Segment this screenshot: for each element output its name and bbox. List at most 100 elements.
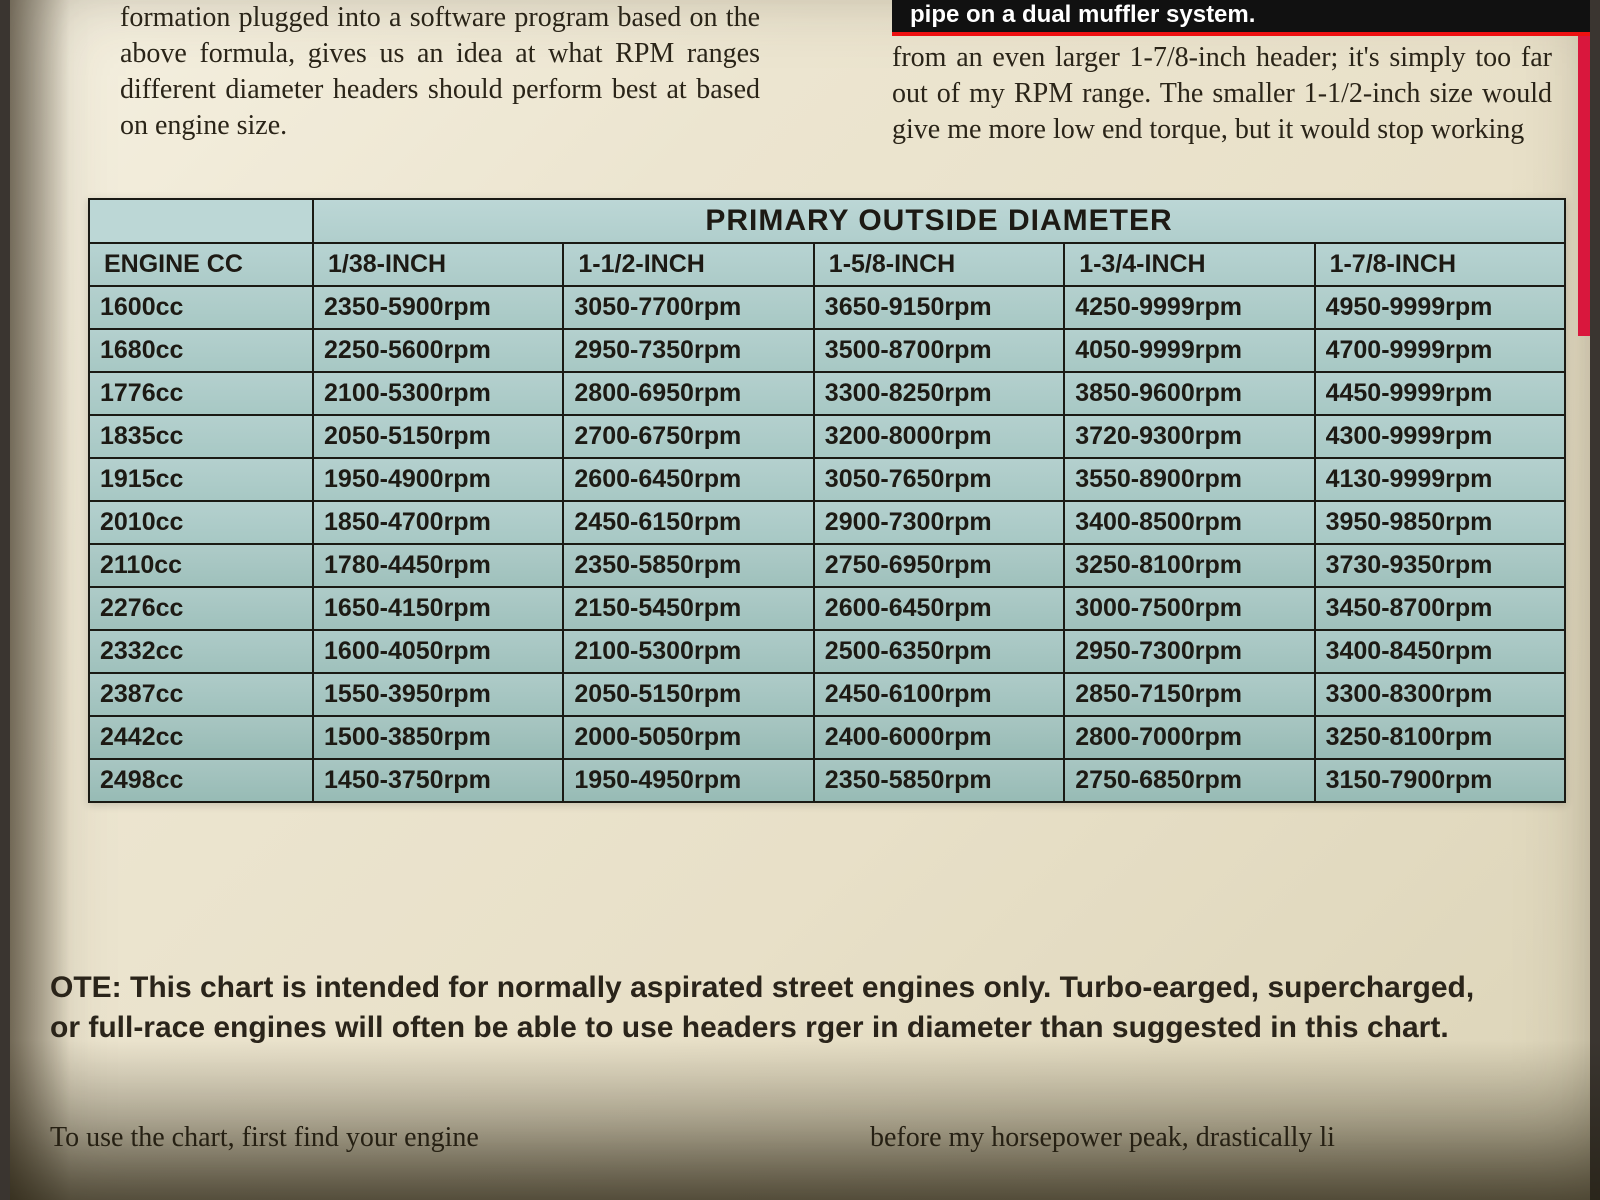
engine-cc-cell: 1680cc: [89, 329, 313, 372]
rpm-cell: 3000-7500rpm: [1064, 587, 1314, 630]
rpm-cell: 4700-9999rpm: [1315, 329, 1565, 372]
rpm-cell: 1500-3850rpm: [313, 716, 563, 759]
engine-cc-cell: 1600cc: [89, 286, 313, 329]
table-row: 2010cc1850-4700rpm2450-6150rpm2900-7300r…: [89, 501, 1565, 544]
rpm-cell: 3400-8500rpm: [1064, 501, 1314, 544]
col-header: 1-7/8-INCH: [1315, 243, 1565, 286]
rpm-cell: 3300-8300rpm: [1315, 673, 1565, 716]
rpm-cell: 2600-6450rpm: [563, 458, 813, 501]
rpm-cell: 3250-8100rpm: [1064, 544, 1314, 587]
table-row: 1776cc2100-5300rpm2800-6950rpm3300-8250r…: [89, 372, 1565, 415]
table-row: 1915cc1950-4900rpm2600-6450rpm3050-7650r…: [89, 458, 1565, 501]
rpm-cell: 1950-4950rpm: [563, 759, 813, 802]
rpm-cell: 2450-6100rpm: [814, 673, 1064, 716]
col-header: 1/38-INCH: [313, 243, 563, 286]
rpm-cell: 1650-4150rpm: [313, 587, 563, 630]
rpm-cell: 1950-4900rpm: [313, 458, 563, 501]
rpm-cell: 4130-9999rpm: [1315, 458, 1565, 501]
body-paragraph-left: formation plugged into a software progra…: [120, 0, 760, 144]
rpm-cell: 4450-9999rpm: [1315, 372, 1565, 415]
rpm-cell: 3730-9350rpm: [1315, 544, 1565, 587]
engine-cc-cell: 2332cc: [89, 630, 313, 673]
engine-cc-cell: 1835cc: [89, 415, 313, 458]
table-corner-label: ENGINE CC: [89, 243, 313, 286]
rpm-cell: 3720-9300rpm: [1064, 415, 1314, 458]
col-header: 1-5/8-INCH: [814, 243, 1064, 286]
rpm-cell: 2800-7000rpm: [1064, 716, 1314, 759]
rpm-cell: 2050-5150rpm: [563, 673, 813, 716]
table-row: 1680cc2250-5600rpm2950-7350rpm3500-8700r…: [89, 329, 1565, 372]
rpm-cell: 2950-7300rpm: [1064, 630, 1314, 673]
rpm-cell: 3950-9850rpm: [1315, 501, 1565, 544]
rpm-cell: 2750-6950rpm: [814, 544, 1064, 587]
rpm-cell: 3400-8450rpm: [1315, 630, 1565, 673]
body-tail-right: before my horsepower peak, drastically l…: [870, 1120, 1560, 1156]
rpm-cell: 2100-5300rpm: [313, 372, 563, 415]
rpm-cell: 2400-6000rpm: [814, 716, 1064, 759]
body-tail-left: To use the chart, first find your engine: [50, 1120, 710, 1156]
table-row: 2442cc1500-3850rpm2000-5050rpm2400-6000r…: [89, 716, 1565, 759]
rpm-cell: 1850-4700rpm: [313, 501, 563, 544]
table-row: 2276cc1650-4150rpm2150-5450rpm2600-6450r…: [89, 587, 1565, 630]
rpm-cell: 2750-6850rpm: [1064, 759, 1314, 802]
caption-text: pipe on a dual muffler system.: [910, 1, 1255, 28]
rpm-cell: 1450-3750rpm: [313, 759, 563, 802]
rpm-cell: 2800-6950rpm: [563, 372, 813, 415]
table-row: 2387cc1550-3950rpm2050-5150rpm2450-6100r…: [89, 673, 1565, 716]
engine-cc-cell: 1776cc: [89, 372, 313, 415]
chart-note: OTE: This chart is intended for normally…: [50, 968, 1510, 1048]
table-corner-blank: [89, 199, 313, 243]
rpm-cell: 3850-9600rpm: [1064, 372, 1314, 415]
rpm-cell: 1550-3950rpm: [313, 673, 563, 716]
rpm-cell: 3050-7700rpm: [563, 286, 813, 329]
rpm-cell: 3450-8700rpm: [1315, 587, 1565, 630]
rpm-cell: 2700-6750rpm: [563, 415, 813, 458]
rpm-cell: 1780-4450rpm: [313, 544, 563, 587]
rpm-cell: 1600-4050rpm: [313, 630, 563, 673]
rpm-cell: 4250-9999rpm: [1064, 286, 1314, 329]
rpm-cell: 2250-5600rpm: [313, 329, 563, 372]
table-header-row: ENGINE CC 1/38-INCH 1-1/2-INCH 1-5/8-INC…: [89, 243, 1565, 286]
rpm-cell: 2950-7350rpm: [563, 329, 813, 372]
rpm-cell: 3550-8900rpm: [1064, 458, 1314, 501]
engine-cc-cell: 2110cc: [89, 544, 313, 587]
accent-stripe: [1578, 36, 1590, 336]
table-row: 1835cc2050-5150rpm2700-6750rpm3200-8000r…: [89, 415, 1565, 458]
rpm-cell: 3300-8250rpm: [814, 372, 1064, 415]
engine-cc-cell: 2276cc: [89, 587, 313, 630]
rpm-cell: 2450-6150rpm: [563, 501, 813, 544]
magazine-page: pipe on a dual muffler system. formation…: [10, 0, 1590, 1200]
rpm-cell: 2150-5450rpm: [563, 587, 813, 630]
table-row: 2110cc1780-4450rpm2350-5850rpm2750-6950r…: [89, 544, 1565, 587]
rpm-cell: 2600-6450rpm: [814, 587, 1064, 630]
rpm-cell: 2350-5850rpm: [563, 544, 813, 587]
table-row: 1600cc2350-5900rpm3050-7700rpm3650-9150r…: [89, 286, 1565, 329]
rpm-cell: 3250-8100rpm: [1315, 716, 1565, 759]
rpm-cell: 4050-9999rpm: [1064, 329, 1314, 372]
rpm-cell: 2100-5300rpm: [563, 630, 813, 673]
rpm-cell: 4950-9999rpm: [1315, 286, 1565, 329]
rpm-cell: 2900-7300rpm: [814, 501, 1064, 544]
engine-cc-cell: 2387cc: [89, 673, 313, 716]
col-header: 1-3/4-INCH: [1064, 243, 1314, 286]
engine-cc-cell: 2442cc: [89, 716, 313, 759]
col-header: 1-1/2-INCH: [563, 243, 813, 286]
rpm-cell: 3650-9150rpm: [814, 286, 1064, 329]
rpm-cell: 4300-9999rpm: [1315, 415, 1565, 458]
rpm-cell: 2000-5050rpm: [563, 716, 813, 759]
table-row: 2498cc1450-3750rpm1950-4950rpm2350-5850r…: [89, 759, 1565, 802]
rpm-cell: 3150-7900rpm: [1315, 759, 1565, 802]
rpm-cell: 2500-6350rpm: [814, 630, 1064, 673]
rpm-cell: 3050-7650rpm: [814, 458, 1064, 501]
rpm-diameter-table: PRIMARY OUTSIDE DIAMETER ENGINE CC 1/38-…: [88, 198, 1566, 803]
engine-cc-cell: 2010cc: [89, 501, 313, 544]
rpm-cell: 2350-5850rpm: [814, 759, 1064, 802]
table-title: PRIMARY OUTSIDE DIAMETER: [313, 199, 1565, 243]
photo-caption-bar: pipe on a dual muffler system.: [892, 0, 1590, 36]
rpm-cell: 3500-8700rpm: [814, 329, 1064, 372]
rpm-cell: 2350-5900rpm: [313, 286, 563, 329]
body-paragraph-right: from an even larger 1-7/8-inch header; i…: [892, 40, 1552, 148]
rpm-cell: 3200-8000rpm: [814, 415, 1064, 458]
rpm-cell: 2050-5150rpm: [313, 415, 563, 458]
engine-cc-cell: 2498cc: [89, 759, 313, 802]
